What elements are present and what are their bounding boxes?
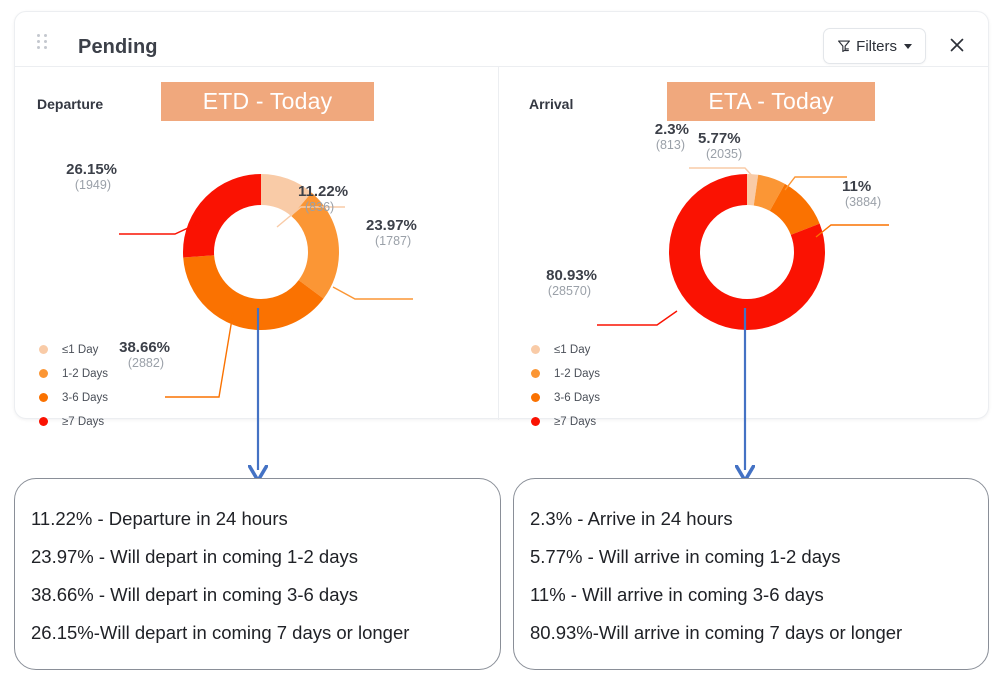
legend-dot-1-2days: [39, 369, 48, 378]
legend-dot-le1day: [531, 345, 540, 354]
summary-line: 11.22% - Departure in 24 hours: [31, 508, 288, 529]
arrival-legend: ≤1 Day 1-2 Days 3-6 Days ≥7 Days: [531, 339, 600, 435]
summary-line: 2.3% - Arrive in 24 hours: [530, 508, 733, 529]
slice-1-2days: [669, 174, 825, 330]
legend-dot-ge7days: [39, 417, 48, 426]
pending-card: Pending Filters Departure: [14, 11, 990, 428]
filters-button[interactable]: Filters: [823, 28, 926, 64]
filters-button-label: Filters: [856, 37, 897, 55]
label-ge7days: 80.93% (28570): [546, 267, 597, 298]
arrival-summary-box: 2.3% - Arrive in 24 hours 5.77% - Will a…: [513, 478, 989, 670]
leader-ge7days: [119, 221, 202, 235]
label-le1day: 2.3% (813): [654, 121, 689, 152]
summary-line: 23.97% - Will depart in coming 1-2 days: [31, 546, 358, 567]
label-ge7days: 26.15% (1949): [66, 161, 117, 192]
departure-panel: Departure ETD - Today: [15, 67, 498, 428]
page-title: Pending: [78, 36, 158, 58]
label-le1day: 11.22% (836): [298, 183, 349, 214]
etd-today-badge: ETD - Today: [161, 82, 374, 121]
eta-today-badge: ETA - Today: [667, 82, 875, 121]
summary-line: 38.66% - Will depart in coming 3-6 days: [31, 584, 358, 605]
summary-line: 5.77% - Will arrive in coming 1-2 days: [530, 546, 841, 567]
departure-summary-box: 11.22% - Departure in 24 hours 23.97% - …: [14, 478, 501, 670]
funnel-icon: [837, 39, 851, 53]
legend-item[interactable]: ≥7 Days: [531, 411, 600, 432]
legend-item[interactable]: ≥7 Days: [39, 411, 108, 432]
arrival-panel: Arrival ETA - Today: [499, 67, 990, 428]
close-icon[interactable]: [946, 34, 968, 56]
leader-3-6days: [165, 312, 234, 398]
leader-1-2days: [784, 176, 847, 191]
legend-dot-ge7days: [531, 417, 540, 426]
departure-legend: ≤1 Day 1-2 Days 3-6 Days ≥7 Days: [39, 339, 108, 435]
arrival-label: Arrival: [529, 96, 574, 112]
legend-dot-1-2days: [531, 369, 540, 378]
leader-1-2days: [332, 286, 413, 300]
drag-dots-icon[interactable]: [37, 34, 48, 50]
legend-dot-3-6days: [531, 393, 540, 402]
legend-item[interactable]: 1-2 Days: [531, 363, 600, 384]
legend-item[interactable]: ≤1 Day: [39, 339, 108, 360]
legend-item[interactable]: ≤1 Day: [531, 339, 600, 360]
summary-line: 80.93%-Will arrive in coming 7 days or l…: [530, 622, 903, 643]
legend-dot-3-6days: [39, 393, 48, 402]
panel-divider: [498, 67, 499, 420]
leader-3-6days: [815, 224, 889, 238]
leader-ge7days: [597, 310, 678, 326]
slice-ge7days: [669, 174, 825, 330]
card-header: Pending Filters: [15, 12, 988, 67]
departure-label: Departure: [37, 96, 104, 112]
leader-le1day: [689, 167, 756, 180]
label-1-2days: 5.77% (2035): [698, 130, 743, 161]
summary-line: 26.15%-Will depart in coming 7 days or l…: [31, 622, 410, 643]
slice-3-6days: [669, 174, 825, 330]
chevron-down-icon: [904, 43, 912, 49]
legend-dot-le1day: [39, 345, 48, 354]
legend-item[interactable]: 3-6 Days: [39, 387, 108, 408]
label-3-6days: 11% (3884): [842, 178, 882, 209]
summary-line: 11% - Will arrive in coming 3-6 days: [530, 584, 824, 605]
slice-le1day: [669, 174, 825, 330]
legend-item[interactable]: 3-6 Days: [531, 387, 600, 408]
legend-item[interactable]: 1-2 Days: [39, 363, 108, 384]
label-1-2days: 23.97% (1787): [366, 217, 417, 248]
label-3-6days: 38.66% (2882): [119, 339, 170, 370]
